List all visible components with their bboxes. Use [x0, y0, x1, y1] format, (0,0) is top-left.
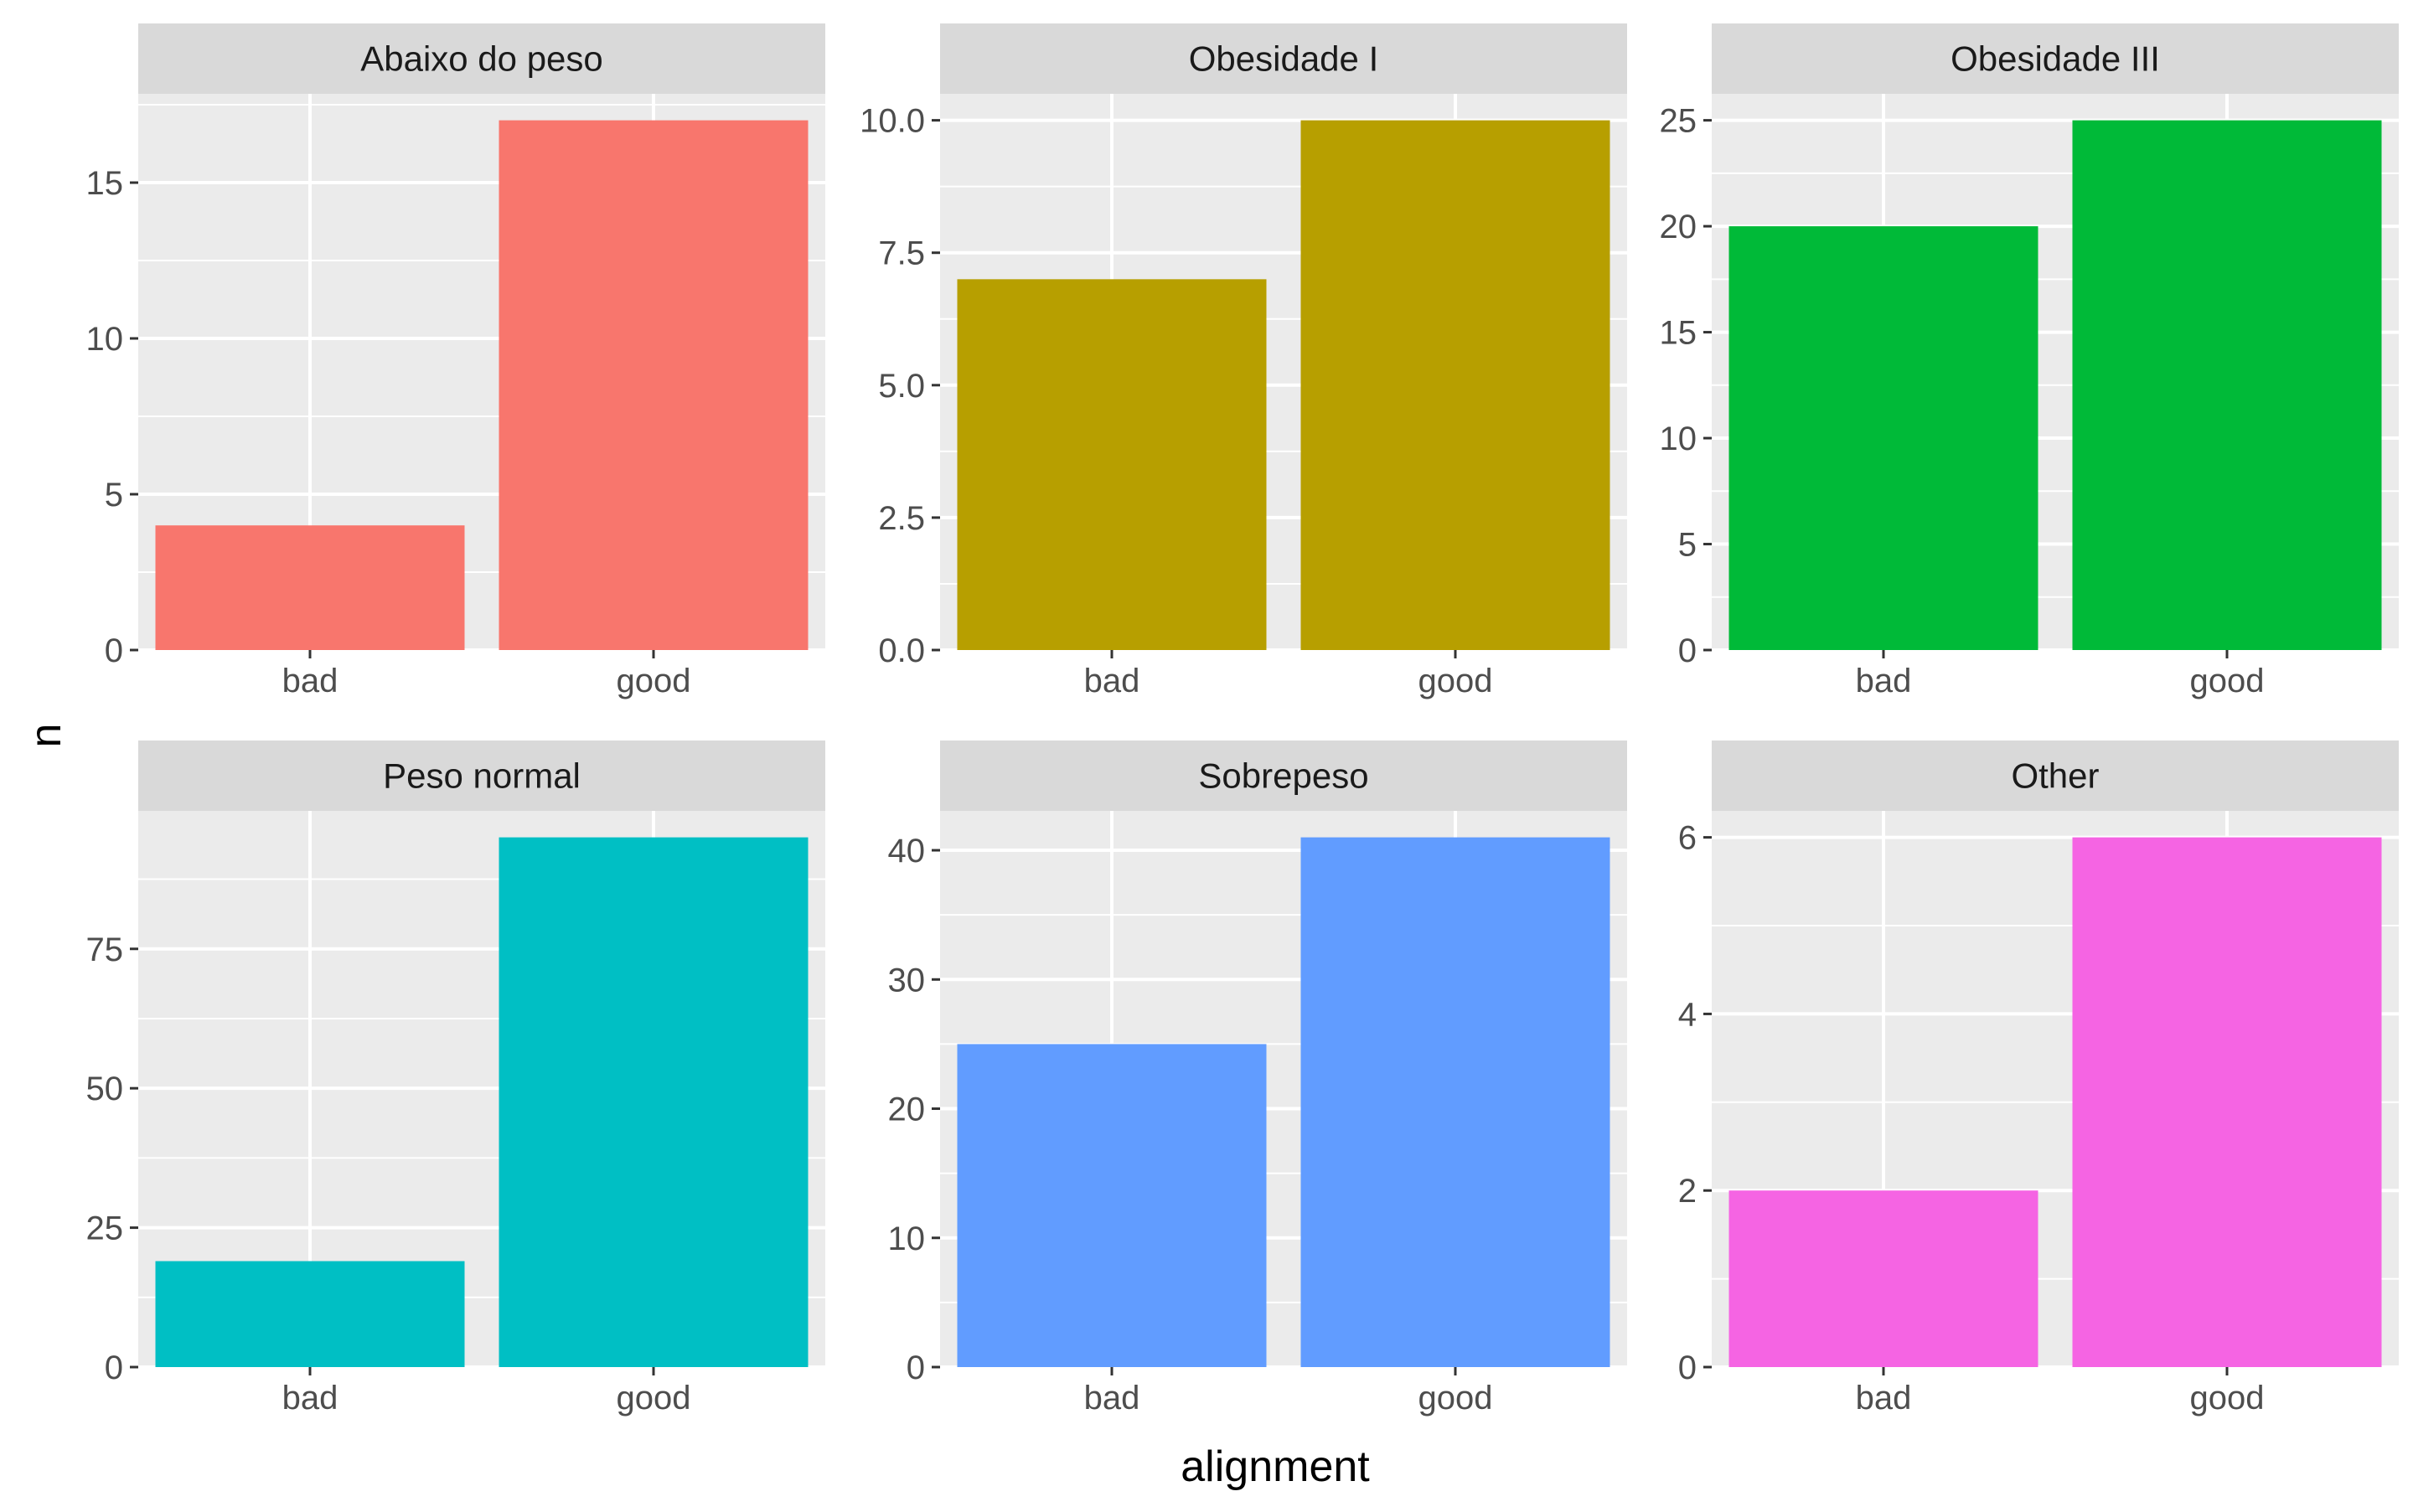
y-tick-label: 10: [86, 321, 124, 358]
bar-bad: [155, 1261, 465, 1367]
bar-good: [2072, 120, 2382, 651]
facet-panel: Peso normal 0 25 50 75 bad good: [86, 741, 825, 1417]
x-tick-label: bad: [282, 1380, 338, 1417]
x-tick-label: bad: [1084, 663, 1140, 699]
y-tick-label: 5: [1678, 527, 1697, 564]
y-tick-label: 20: [1660, 209, 1697, 245]
facet-strip: [138, 741, 825, 811]
facet-strip-label: Obesidade I: [1189, 39, 1379, 79]
y-tick-label: 2: [1678, 1173, 1697, 1210]
y-tick-label: 40: [888, 833, 926, 870]
x-tick-label: bad: [282, 663, 338, 699]
x-tick-label: good: [617, 663, 691, 699]
y-tick-label: 0.0: [878, 632, 925, 669]
y-tick-label: 0: [907, 1349, 925, 1386]
facet-strip-label: Peso normal: [383, 756, 581, 796]
y-tick-label: 0: [1678, 632, 1697, 669]
y-tick-label: 20: [888, 1091, 926, 1128]
y-tick-label: 25: [86, 1210, 124, 1247]
y-tick-label: 6: [1678, 820, 1697, 857]
bar-good: [2072, 837, 2382, 1367]
y-tick-label: 30: [888, 962, 926, 999]
facet-strip: [940, 741, 1627, 811]
facet-panel: Other 0 2 4 6 bad good: [1678, 741, 2399, 1417]
bar-good: [1300, 120, 1610, 651]
facet-strip: [1712, 741, 2399, 811]
facet-strip: [1712, 23, 2399, 94]
y-tick-label: 10: [888, 1220, 926, 1257]
bar-bad: [1728, 1190, 2038, 1367]
y-tick-label: 10.0: [860, 103, 925, 140]
facet-panel: Obesidade III 0 5 10 15 20 25 bad good: [1660, 23, 2399, 699]
facet-panel: Abaixo do peso 0 5 10 15 bad good: [86, 23, 825, 699]
bar-bad: [957, 1044, 1267, 1367]
y-tick-label: 75: [86, 931, 124, 968]
bar-bad: [155, 525, 465, 650]
bar-good: [499, 837, 809, 1367]
y-tick-label: 0: [105, 632, 123, 669]
x-tick-label: good: [2190, 663, 2265, 699]
facet-panels: Abaixo do peso 0 5 10 15 bad good Obesidade I 0.…: [86, 23, 2399, 1417]
y-tick-label: 0: [105, 1349, 123, 1386]
x-tick-label: good: [1418, 663, 1493, 699]
y-tick-label: 4: [1678, 996, 1697, 1033]
y-tick-label: 50: [86, 1071, 124, 1107]
x-tick-label: good: [2190, 1380, 2265, 1417]
facet-strip-label: Sobrepeso: [1198, 756, 1368, 796]
facet-strip-label: Abaixo do peso: [360, 39, 603, 79]
bar-bad: [957, 279, 1267, 650]
y-tick-label: 2.5: [878, 500, 925, 537]
x-tick-label: good: [617, 1380, 691, 1417]
bar-good: [1300, 837, 1610, 1367]
x-axis-title: alignment: [1181, 1442, 1370, 1491]
facet-strip: [940, 23, 1627, 94]
y-tick-label: 0: [1678, 1349, 1697, 1386]
facet-panel: Obesidade I 0.0 2.5 5.0 7.5 10.0 bad good: [860, 23, 1627, 699]
bar-good: [499, 120, 809, 651]
bar-bad: [1728, 226, 2038, 650]
x-tick-label: good: [1418, 1380, 1493, 1417]
facet-strip-label: Other: [2011, 756, 2099, 796]
facet-panel: Sobrepeso 0 10 20 30 40 bad good: [888, 741, 1627, 1417]
y-tick-label: 25: [1660, 103, 1697, 140]
y-axis-title: n: [22, 724, 70, 748]
y-tick-label: 5: [105, 477, 123, 513]
y-tick-label: 15: [1660, 315, 1697, 352]
x-tick-label: bad: [1084, 1380, 1140, 1417]
y-tick-label: 10: [1660, 421, 1697, 457]
x-tick-label: bad: [1856, 663, 1912, 699]
y-tick-label: 5.0: [878, 368, 925, 405]
y-tick-label: 7.5: [878, 235, 925, 272]
y-tick-label: 15: [86, 165, 124, 202]
x-tick-label: bad: [1856, 1380, 1912, 1417]
facet-strip-label: Obesidade III: [1951, 39, 2160, 79]
facet-strip: [138, 23, 825, 94]
